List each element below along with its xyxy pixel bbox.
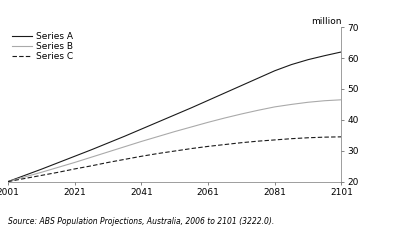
Series B: [272, 106, 277, 108]
Series C: [139, 155, 144, 158]
Series A: [322, 54, 327, 57]
Series C: [322, 136, 327, 138]
Series B: [106, 151, 110, 153]
Series B: [239, 113, 244, 115]
Series B: [39, 171, 44, 174]
Series C: [22, 177, 27, 180]
Series C: [272, 138, 277, 141]
Line: Series B: Series B: [8, 100, 341, 182]
Series C: [56, 171, 60, 174]
Series B: [322, 99, 327, 102]
Series C: [289, 137, 294, 140]
Text: million: million: [311, 17, 341, 26]
Series C: [172, 150, 177, 152]
Series B: [156, 135, 160, 138]
Series A: [239, 84, 244, 87]
Text: Source: ABS Population Projections, Australia, 2006 to 2101 (3222.0).: Source: ABS Population Projections, Aust…: [8, 217, 274, 226]
Series B: [222, 117, 227, 119]
Line: Series C: Series C: [8, 137, 341, 182]
Series B: [339, 99, 344, 101]
Series C: [89, 165, 94, 167]
Series C: [39, 174, 44, 177]
Series A: [89, 148, 94, 151]
Series B: [256, 109, 260, 112]
Series A: [306, 58, 310, 61]
Series A: [22, 174, 27, 177]
Series C: [206, 145, 210, 148]
Series A: [272, 69, 277, 72]
Series C: [256, 140, 260, 143]
Series C: [189, 147, 194, 150]
Series B: [306, 101, 310, 104]
Series B: [139, 140, 144, 143]
Series B: [289, 103, 294, 106]
Series C: [122, 158, 127, 161]
Series B: [72, 161, 77, 164]
Series B: [206, 121, 210, 124]
Legend: Series A, Series B, Series C: Series A, Series B, Series C: [12, 32, 73, 62]
Series C: [239, 141, 244, 144]
Series C: [156, 152, 160, 155]
Line: Series A: Series A: [8, 52, 341, 182]
Series A: [156, 121, 160, 123]
Series A: [256, 77, 260, 79]
Series C: [222, 143, 227, 146]
Series A: [206, 99, 210, 102]
Series A: [339, 51, 344, 53]
Series B: [89, 156, 94, 159]
Series A: [139, 128, 144, 131]
Series A: [106, 142, 110, 144]
Series C: [306, 136, 310, 139]
Series C: [106, 161, 110, 164]
Series A: [189, 106, 194, 109]
Series A: [122, 135, 127, 138]
Series A: [72, 155, 77, 158]
Series A: [39, 168, 44, 171]
Series B: [56, 166, 60, 169]
Series A: [6, 180, 10, 183]
Series A: [56, 161, 60, 164]
Series A: [222, 92, 227, 94]
Series B: [122, 145, 127, 148]
Series B: [189, 126, 194, 128]
Series C: [339, 136, 344, 138]
Series B: [172, 130, 177, 133]
Series C: [72, 168, 77, 170]
Series B: [6, 180, 10, 183]
Series A: [172, 114, 177, 116]
Series A: [289, 63, 294, 66]
Series B: [22, 176, 27, 178]
Series C: [6, 180, 10, 183]
